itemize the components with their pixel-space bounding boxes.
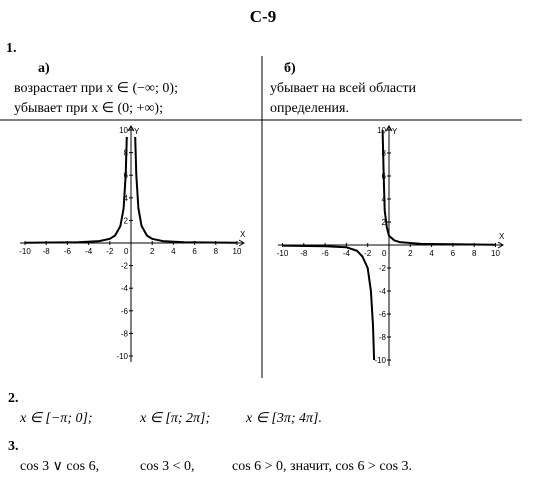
text-line: убывает на всей области [270,81,416,96]
y-tick-label: 6 [124,171,129,180]
y-tick-label: -6 [121,307,129,316]
y-tick-label: -4 [121,284,129,293]
x-tick-label: -8 [300,249,308,258]
y-tick-label: 4 [382,195,387,204]
x-tick-label: -8 [43,247,51,256]
x-tick-label: -2 [364,249,372,258]
text-line: убывает при x ∈ (0; +∞); [14,101,163,116]
x-tick-label: 2 [150,247,155,256]
x-tick-label: 8 [472,249,477,258]
curve [282,244,376,361]
axis-label: X [240,230,246,239]
axis-label: X [499,232,505,241]
y-tick-label: -6 [379,310,387,319]
answer: cos 3 ∨ cos 6, [20,459,99,474]
curve [134,136,238,244]
axis-label: Y [134,127,140,136]
arrow [497,241,504,249]
curve [24,136,128,244]
y-tick-label: 4 [124,194,129,203]
x-tick-label: -6 [64,247,72,256]
y-tick-label: -2 [379,264,387,273]
y-tick-label: 10 [119,126,128,135]
x-tick-label: 6 [192,247,197,256]
x-tick-label: 8 [214,247,219,256]
arrow [385,125,393,132]
y-tick-label: 6 [382,172,387,181]
y-tick-label: -4 [379,287,387,296]
answer: cos 3 < 0, [140,459,195,474]
task-number: 1. [6,41,17,56]
x-tick-label: 4 [171,247,176,256]
y-tick-label: -2 [121,262,129,271]
answer: cos 6 > 0, значит, cos 6 > cos 3. [232,459,412,474]
x-tick-label: 4 [429,249,434,258]
answer: x ∈ [3π; 4π]. [245,411,322,426]
arrow [127,125,135,132]
y-tick-label: -8 [121,329,129,338]
text-line: определения. [270,101,349,116]
task-number: 2. [8,391,19,406]
part-label: б) [284,61,296,76]
x-tick-label: 6 [451,249,456,258]
y-tick-label: -8 [379,333,387,342]
y-tick-label: 2 [124,216,129,225]
x-tick-label: -2 [106,247,114,256]
x-tick-label: -10 [277,249,289,258]
x-tick-label: -4 [85,247,93,256]
title: С-9 [250,7,276,26]
y-tick-label: 8 [124,149,129,158]
answer: x ∈ [−π; 0]; [19,411,93,426]
origin-label: 0 [382,249,387,258]
curve [381,129,496,246]
task-number: 3. [8,439,19,454]
arrow [238,239,245,247]
x-tick-label: 10 [491,249,500,258]
y-tick-label: 10 [377,126,386,135]
x-tick-label: -4 [343,249,351,258]
origin-label: 0 [124,247,129,256]
y-tick-label: -10 [116,352,128,361]
y-tick-label: -10 [374,356,386,365]
x-tick-label: -6 [322,249,330,258]
x-tick-label: 10 [233,247,242,256]
y-tick-label: 2 [382,218,387,227]
text-line: возрастает при x ∈ (−∞; 0); [14,81,178,96]
x-tick-label: 2 [408,249,413,258]
axis-label: Y [392,127,398,136]
y-tick-label: 8 [382,149,387,158]
answer: x ∈ [π; 2π]; [139,411,210,426]
x-tick-label: -10 [19,247,31,256]
part-label: а) [38,61,50,76]
